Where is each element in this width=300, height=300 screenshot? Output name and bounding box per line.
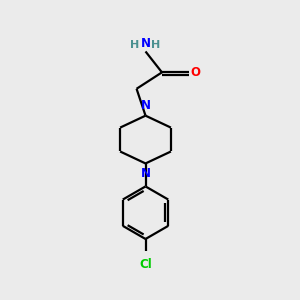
Text: H: H bbox=[130, 40, 140, 50]
Text: Cl: Cl bbox=[139, 258, 152, 272]
Text: N: N bbox=[140, 37, 151, 50]
Text: N: N bbox=[140, 167, 151, 180]
Text: H: H bbox=[151, 40, 160, 50]
Text: N: N bbox=[140, 99, 151, 112]
Text: O: O bbox=[190, 66, 200, 79]
